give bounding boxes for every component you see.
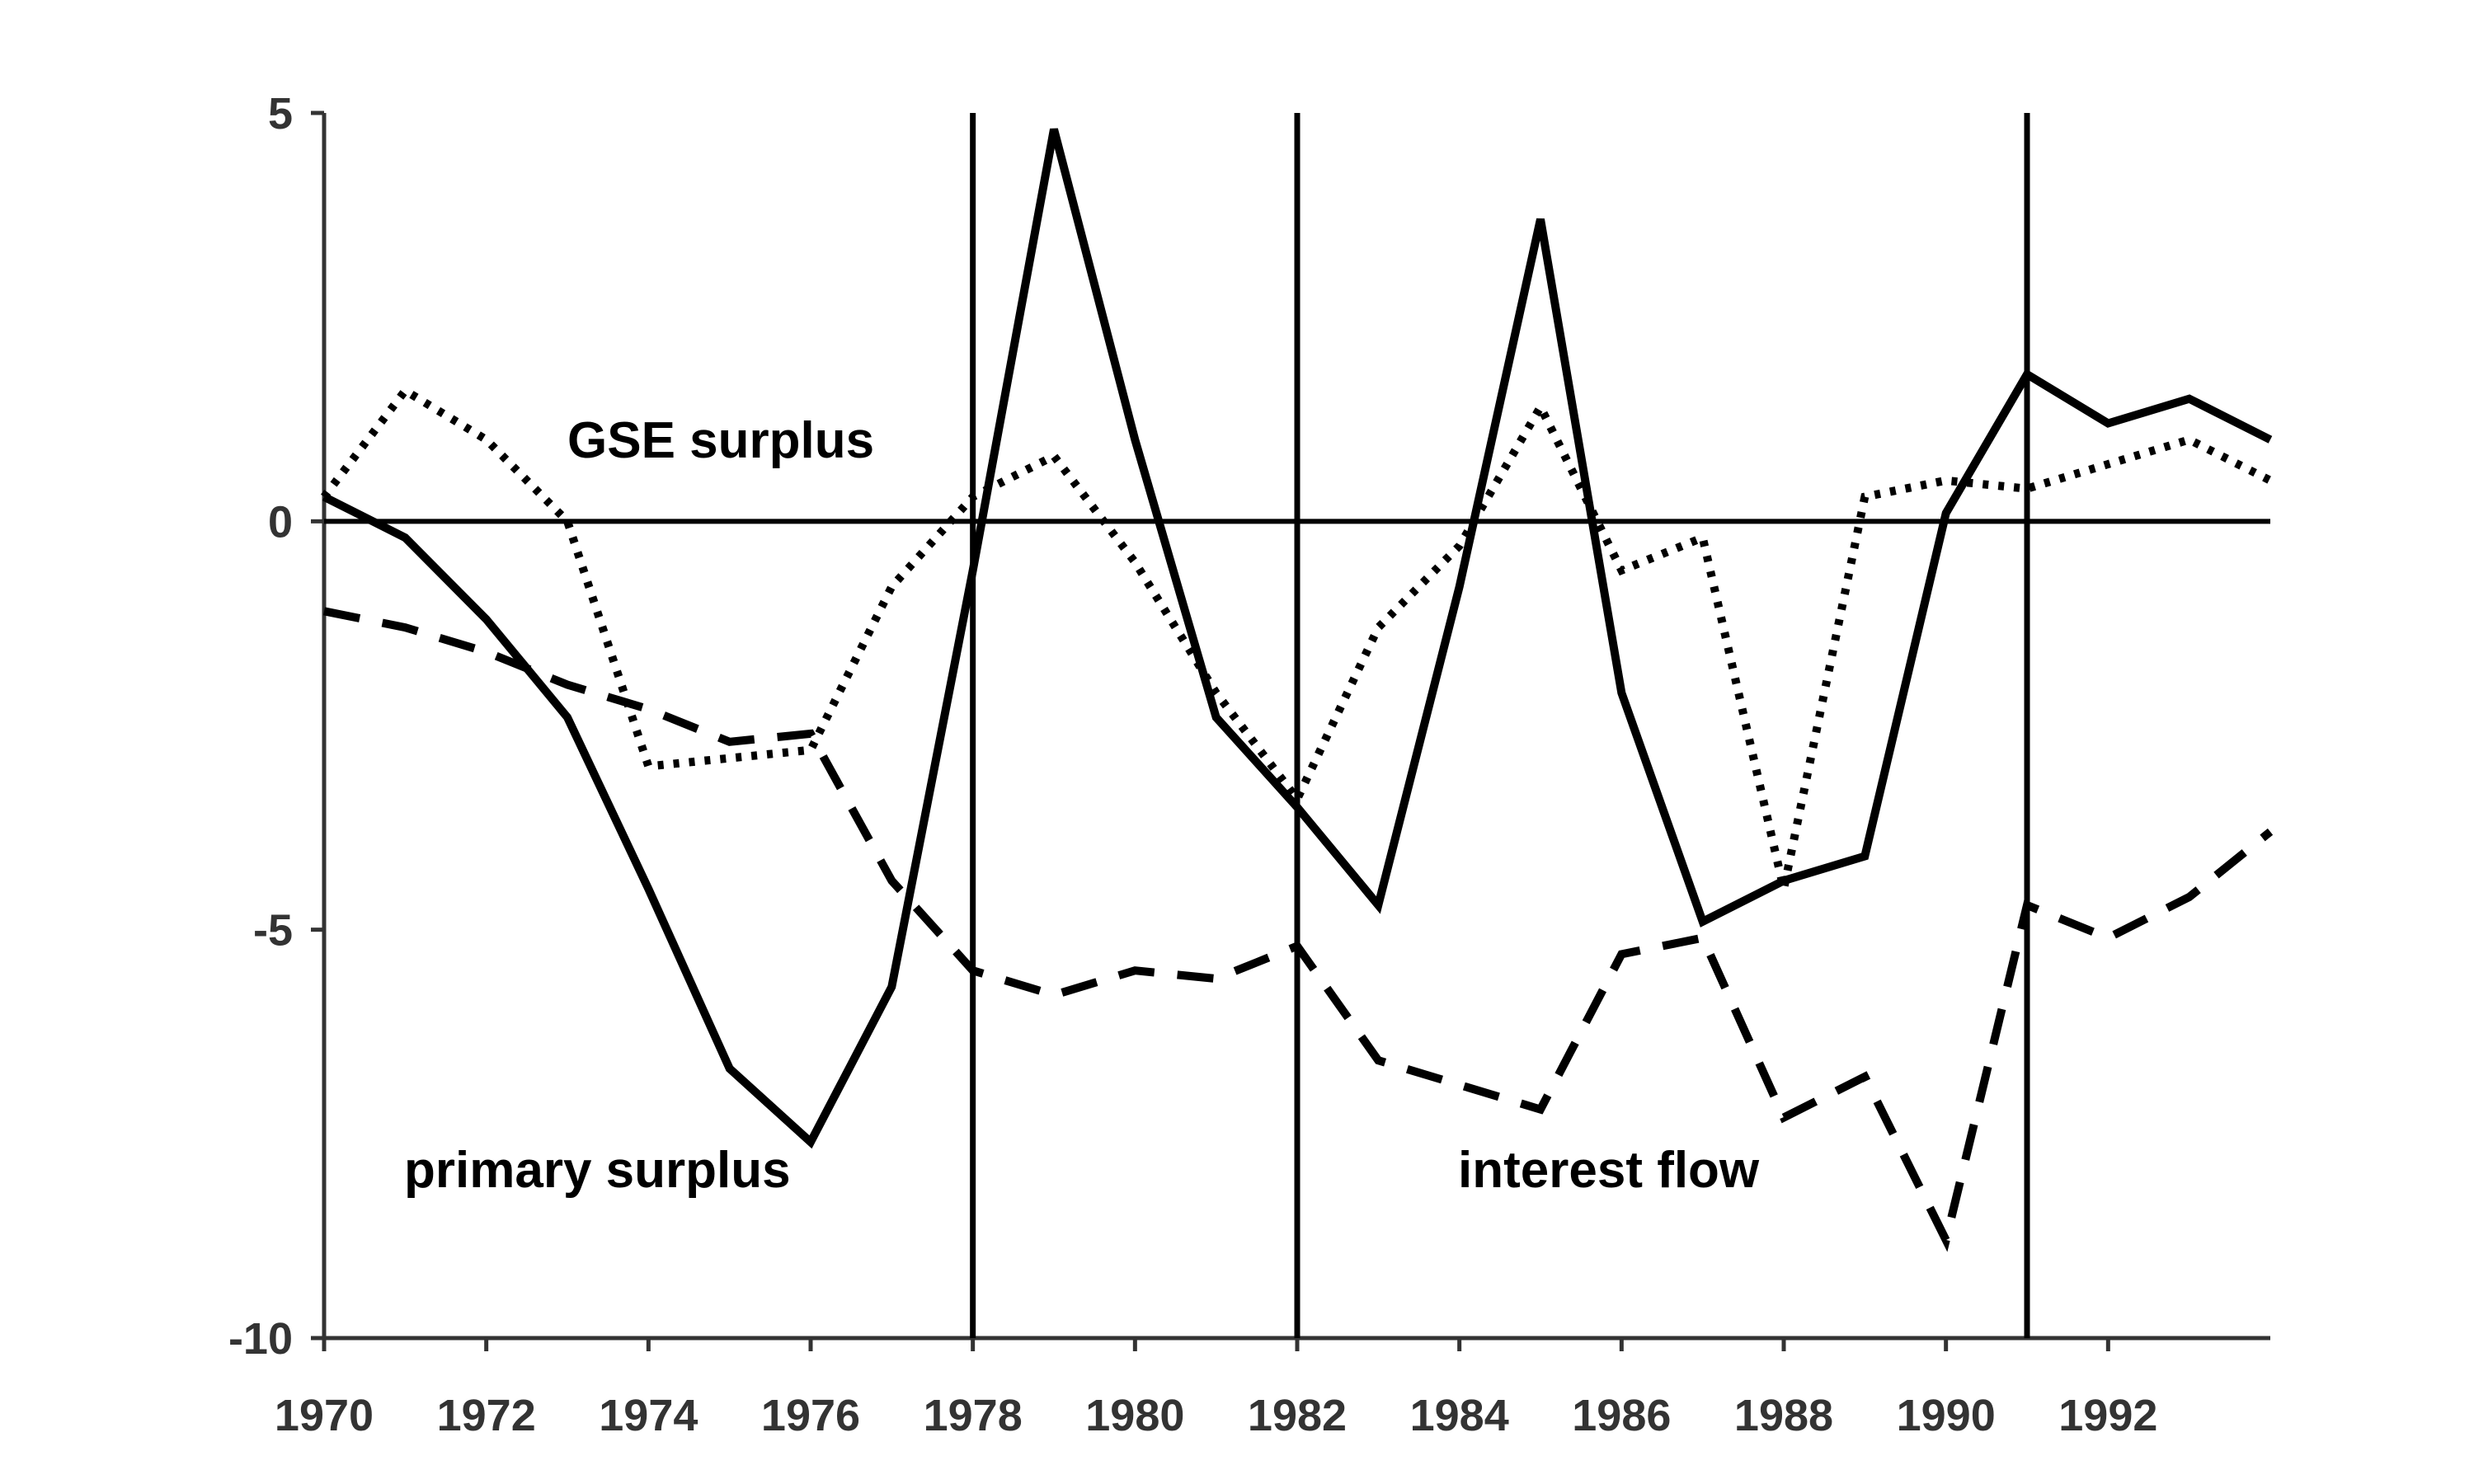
y-tick-label: 0 bbox=[268, 497, 293, 547]
x-tick-label: 1978 bbox=[924, 1391, 1023, 1440]
series-line-primary-surplus bbox=[322, 128, 2273, 1149]
x-tick-label: 1980 bbox=[1085, 1391, 1184, 1440]
x-tick-label: 1982 bbox=[1248, 1391, 1347, 1440]
x-tick-label: 1984 bbox=[1410, 1391, 1509, 1440]
annotation-interest-flow: interest flow bbox=[1458, 1142, 1760, 1199]
x-tick-label: 1988 bbox=[1734, 1391, 1833, 1440]
y-tick-label: -5 bbox=[253, 906, 293, 956]
x-tick-label: 1976 bbox=[761, 1391, 860, 1440]
annotation-layer: GSE surplus primary surplus interest flo… bbox=[404, 412, 1760, 1199]
x-tick-label: 1972 bbox=[437, 1391, 536, 1440]
x-tick-label: 1986 bbox=[1572, 1391, 1671, 1440]
annotation-primary-surplus: primary surplus bbox=[404, 1142, 791, 1199]
x-tick-label: 1992 bbox=[2058, 1391, 2157, 1440]
y-tick-label: 5 bbox=[268, 89, 293, 139]
axes: -10 -5 0 5 1970 1972 1974 1976 1978 1980 1982 1984 1… bbox=[228, 89, 2270, 1440]
series-line-interest-flow bbox=[323, 607, 2274, 1252]
x-tick-label: 1974 bbox=[599, 1391, 698, 1440]
series-layer bbox=[321, 128, 2274, 1252]
x-tick-label: 1990 bbox=[1897, 1391, 1996, 1440]
y-tick-label: -10 bbox=[228, 1314, 293, 1364]
annotation-gse-surplus: GSE surplus bbox=[567, 412, 874, 469]
x-tick-label: 1970 bbox=[275, 1391, 374, 1440]
